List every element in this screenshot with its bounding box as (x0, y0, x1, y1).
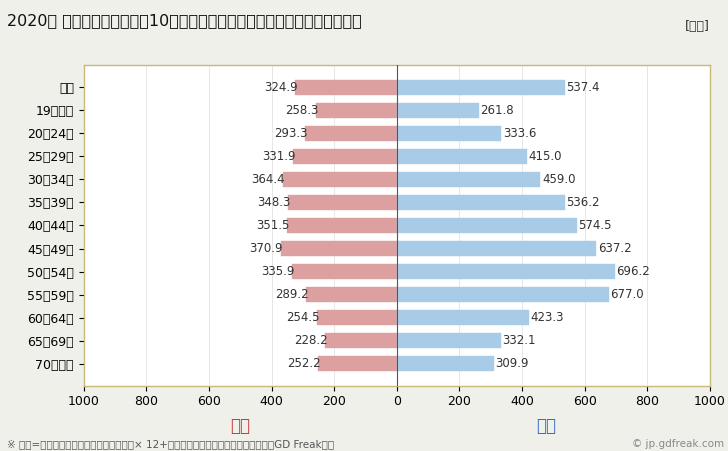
Bar (288, 195, 397, 210)
Bar (397, 80, 565, 95)
Bar (316, 103, 397, 118)
Bar (397, 218, 577, 233)
Bar (287, 218, 397, 233)
Text: 258.3: 258.3 (285, 104, 318, 117)
Bar (397, 126, 501, 141)
Text: 459.0: 459.0 (542, 173, 576, 186)
Bar (305, 126, 397, 141)
Bar (397, 333, 501, 348)
Text: 289.2: 289.2 (275, 288, 309, 301)
Text: 261.8: 261.8 (480, 104, 514, 117)
Bar (306, 287, 397, 302)
Text: 370.9: 370.9 (250, 242, 283, 255)
Text: 364.4: 364.4 (252, 173, 285, 186)
Bar (397, 103, 479, 118)
Text: [万円]: [万円] (685, 20, 710, 33)
Text: 333.6: 333.6 (503, 127, 536, 140)
Bar (397, 241, 596, 256)
Text: ※ 年収=「きまって支給する現金給与額」× 12+「年間賞与その他特別給与額」としてGD Freak推計: ※ 年収=「きまって支給する現金給与額」× 12+「年間賞与その他特別給与額」と… (7, 439, 334, 449)
Text: 348.3: 348.3 (257, 196, 290, 209)
Text: 228.2: 228.2 (294, 334, 328, 347)
Text: 423.3: 423.3 (531, 311, 564, 324)
Text: 574.5: 574.5 (578, 219, 612, 232)
Text: © jp.gdfreak.com: © jp.gdfreak.com (632, 439, 724, 449)
Bar (318, 356, 397, 371)
Bar (397, 356, 494, 371)
Text: 351.5: 351.5 (256, 219, 289, 232)
Bar (293, 149, 397, 164)
Text: 女性: 女性 (230, 417, 250, 435)
Bar (397, 264, 614, 279)
Bar (325, 333, 397, 348)
Bar (317, 310, 397, 325)
Bar (397, 310, 529, 325)
Bar (281, 241, 397, 256)
Bar (397, 195, 565, 210)
Text: 309.9: 309.9 (495, 357, 529, 370)
Text: 331.9: 331.9 (262, 150, 296, 163)
Text: 696.2: 696.2 (617, 265, 650, 278)
Text: 677.0: 677.0 (610, 288, 644, 301)
Bar (397, 149, 526, 164)
Text: 254.5: 254.5 (286, 311, 320, 324)
Text: 637.2: 637.2 (598, 242, 631, 255)
Bar (282, 172, 397, 187)
Bar (397, 287, 609, 302)
Text: 男性: 男性 (536, 417, 556, 435)
Bar (292, 264, 397, 279)
Text: 324.9: 324.9 (264, 81, 298, 94)
Text: 536.2: 536.2 (566, 196, 600, 209)
Bar (295, 80, 397, 95)
Text: 415.0: 415.0 (529, 150, 562, 163)
Text: 252.2: 252.2 (287, 357, 320, 370)
Text: 537.4: 537.4 (566, 81, 600, 94)
Bar (397, 172, 540, 187)
Text: 332.1: 332.1 (502, 334, 536, 347)
Text: 335.9: 335.9 (261, 265, 294, 278)
Text: 2020年 民間企業（従業者数10人以上）フルタイム労働者の男女別平均年収: 2020年 民間企業（従業者数10人以上）フルタイム労働者の男女別平均年収 (7, 14, 362, 28)
Text: 293.3: 293.3 (274, 127, 307, 140)
